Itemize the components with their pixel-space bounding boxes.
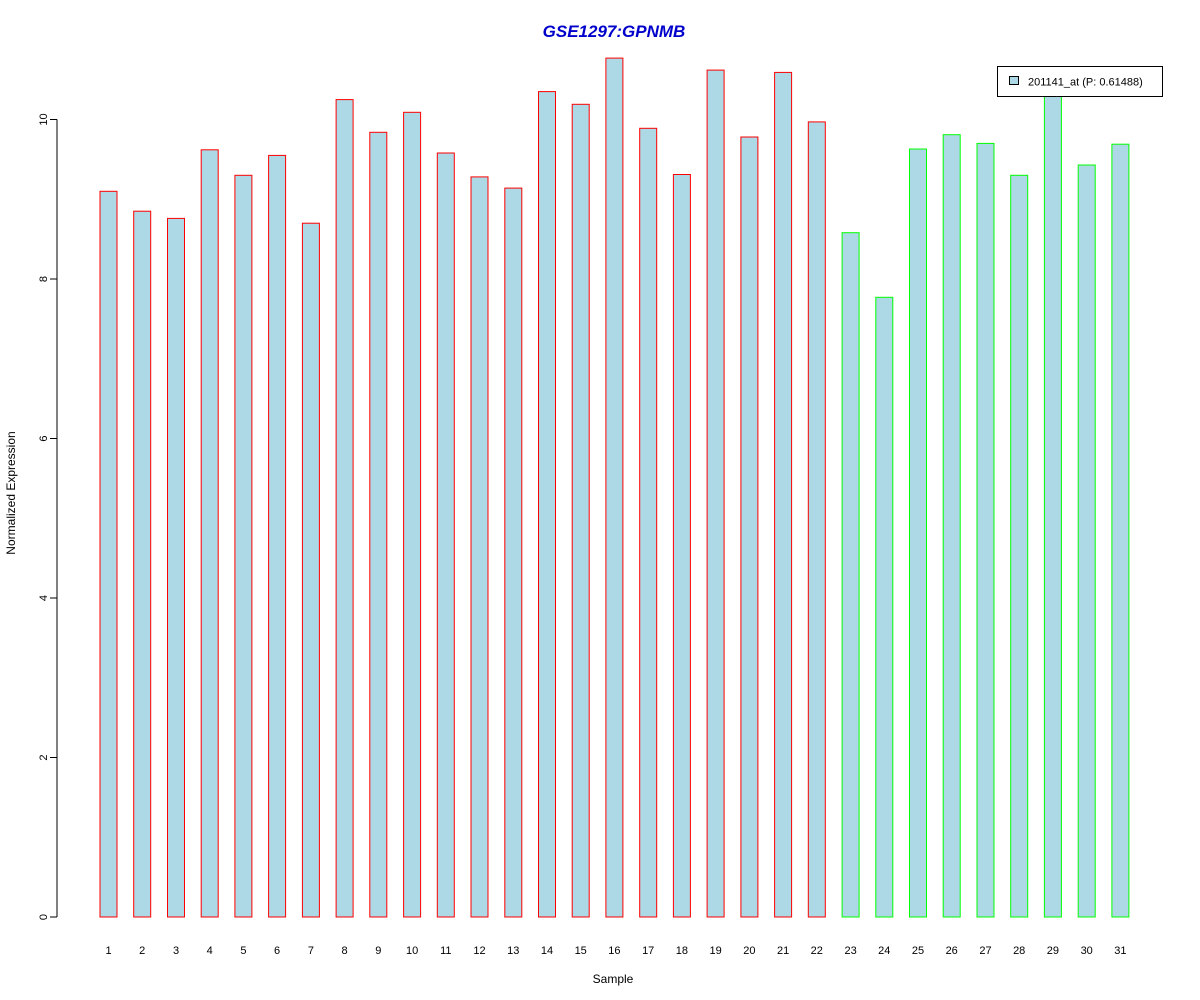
bar-sample-3 xyxy=(167,217,185,918)
x-tick-label: 15 xyxy=(575,945,587,957)
y-tick-label: 6 xyxy=(38,435,50,441)
bar-sample-13 xyxy=(504,187,523,918)
x-tick-label: 29 xyxy=(1047,945,1059,957)
bar-sample-23 xyxy=(841,232,860,918)
y-tick-label: 4 xyxy=(38,595,50,601)
x-tick-label: 2 xyxy=(139,945,145,957)
bar-sample-11 xyxy=(436,152,455,918)
bar-sample-6 xyxy=(268,154,287,918)
y-axis: 0 2 4 6 8 10 xyxy=(38,113,58,920)
x-tick-label: 10 xyxy=(406,945,418,957)
x-tick-label: 28 xyxy=(1013,945,1025,957)
bar-sample-26 xyxy=(942,134,961,918)
bar-sample-8 xyxy=(335,99,354,918)
bar-sample-24 xyxy=(875,296,894,918)
x-tick-label: 25 xyxy=(912,945,924,957)
bar-sample-5 xyxy=(234,174,253,918)
y-axis-title: Normalized Expression xyxy=(4,431,18,554)
x-tick-label: 24 xyxy=(878,945,890,957)
x-tick-label: 20 xyxy=(743,945,755,957)
x-tick-label: 23 xyxy=(844,945,856,957)
bar-sample-7 xyxy=(301,222,320,918)
bar-sample-18 xyxy=(672,174,691,918)
x-tick-label: 1 xyxy=(105,945,111,957)
bars xyxy=(99,57,1130,918)
bar-sample-30 xyxy=(1077,164,1096,918)
legend-box xyxy=(997,66,1163,97)
x-tick-label: 12 xyxy=(473,945,485,957)
x-tick-label: 3 xyxy=(173,945,179,957)
bar-sample-10 xyxy=(403,111,422,918)
bar-sample-31 xyxy=(1111,143,1130,918)
y-tick-label: 8 xyxy=(38,276,50,282)
chart-title: GSE1297:GPNMB xyxy=(543,22,686,41)
x-tick-label: 22 xyxy=(811,945,823,957)
x-tick-label: 9 xyxy=(375,945,381,957)
bar-sample-15 xyxy=(571,103,590,918)
legend-swatch xyxy=(1009,76,1019,85)
bar-sample-1 xyxy=(99,190,118,918)
bar-sample-20 xyxy=(740,136,759,918)
bar-sample-19 xyxy=(706,69,725,918)
y-tick-label: 2 xyxy=(38,754,50,760)
bar-sample-4 xyxy=(200,149,219,918)
legend: 201141_at (P: 0.61488) xyxy=(997,66,1163,97)
x-tick-label: 6 xyxy=(274,945,280,957)
x-tick-label: 11 xyxy=(440,945,451,957)
legend-label: 201141_at (P: 0.61488) xyxy=(1028,77,1143,89)
bar-sample-12 xyxy=(470,176,489,918)
y-tick-label: 0 xyxy=(38,914,50,920)
bar-sample-27 xyxy=(976,142,995,918)
x-tick-label: 13 xyxy=(507,945,519,957)
y-tick-label: 10 xyxy=(38,113,50,125)
x-tick-label: 17 xyxy=(642,945,654,957)
x-tick-label: 4 xyxy=(207,945,213,957)
x-tick-label: 30 xyxy=(1081,945,1093,957)
x-tick-label: 8 xyxy=(342,945,348,957)
x-tick-label: 31 xyxy=(1114,945,1126,957)
x-tick-label: 26 xyxy=(946,945,958,957)
bar-sample-16 xyxy=(605,57,624,918)
x-tick-label: 16 xyxy=(608,945,620,957)
bar-sample-22 xyxy=(807,121,826,918)
x-tick-label: 18 xyxy=(676,945,688,957)
bar-sample-2 xyxy=(133,210,152,918)
x-tick-label: 14 xyxy=(541,945,553,957)
bar-sample-21 xyxy=(774,71,793,918)
bar-sample-28 xyxy=(1010,174,1029,918)
bar-sample-25 xyxy=(909,148,927,918)
x-tick-labels: 1 2 3 4 5 6 7 8 9 10 11 12 13 14 15 16 17 18 19 20 21 22 23 24 2… xyxy=(105,945,1126,957)
x-axis-title: Sample xyxy=(593,972,634,986)
x-tick-label: 7 xyxy=(308,945,314,957)
x-tick-label: 19 xyxy=(709,945,721,957)
bar-sample-14 xyxy=(538,91,556,918)
x-tick-label: 5 xyxy=(240,945,246,957)
x-tick-label: 27 xyxy=(979,945,991,957)
bar-sample-29 xyxy=(1043,85,1062,918)
x-tick-label: 21 xyxy=(777,945,789,957)
bar-sample-9 xyxy=(369,131,388,918)
bar-sample-17 xyxy=(639,127,658,918)
